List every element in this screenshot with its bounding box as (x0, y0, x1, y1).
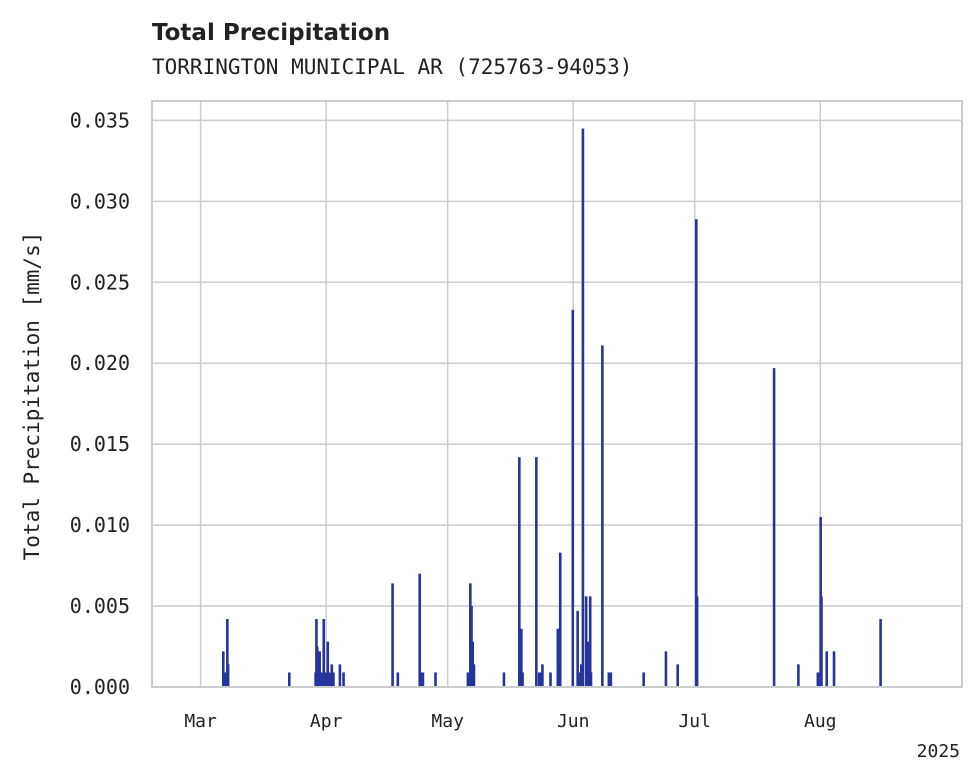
precipitation-bar (588, 596, 592, 687)
precipitation-bar (342, 672, 345, 687)
precipitation-bar (287, 672, 291, 687)
precipitation-bar (535, 457, 538, 687)
precipitation-bar (832, 651, 836, 687)
y-tick-label: 0.035 (70, 108, 130, 132)
precipitation-bar (571, 309, 575, 687)
chart-title: Total Precipitation (152, 20, 390, 46)
precipitation-bar (224, 672, 227, 687)
precipitation-bar (328, 672, 331, 687)
precipitation-bar (816, 672, 820, 687)
precipitation-bar (518, 457, 521, 687)
precipitation-bar (338, 664, 342, 687)
precipitation-bar (421, 672, 425, 687)
precipitation-bar (576, 610, 579, 687)
precipitation-bar (418, 573, 422, 687)
precipitation-bar (589, 672, 593, 687)
precipitation-bar (601, 345, 604, 687)
x-tick-label-mar: Mar (184, 711, 217, 732)
precipitation-bar (642, 672, 645, 687)
precipitation-bar (391, 583, 394, 687)
precipitation-bar (315, 646, 319, 687)
precipitation-bar (396, 672, 400, 687)
precipitation-bar (676, 664, 679, 687)
precipitation-bar (320, 672, 323, 687)
precipitation-bar (226, 619, 229, 687)
gridlines (152, 101, 962, 688)
y-axis-label: Total Precipitation [mm/s] (20, 232, 44, 561)
x-axis-ticks: Mar Apr May Jun Jul Aug (184, 711, 836, 732)
precipitation-bar (520, 628, 523, 687)
y-tick-label: 0.025 (70, 270, 130, 294)
precipitation-bar (695, 596, 699, 687)
precipitation-bar (577, 672, 581, 687)
precipitation-bar (549, 672, 552, 687)
precipitation-bar (580, 664, 583, 687)
y-tick-label: 0.005 (70, 594, 130, 618)
y-axis-ticks: 0.000 0.005 0.010 0.015 0.020 0.025 0.030 0.035 (70, 108, 130, 699)
year-label: 2025 (917, 741, 960, 762)
precipitation-bar (332, 672, 335, 687)
precipitation-bar (607, 672, 611, 687)
plot-frame (151, 100, 963, 688)
precipitation-bar (664, 651, 668, 687)
y-tick-label: 0.000 (70, 675, 130, 699)
precipitation-bar (584, 596, 588, 687)
precipitation-bar (558, 552, 562, 687)
precipitation-bar (324, 672, 328, 687)
precipitation-bar (472, 664, 476, 687)
precipitation-bar (825, 651, 829, 687)
bar-series (221, 128, 882, 687)
y-tick-label: 0.030 (70, 189, 130, 213)
precipitation-bar (556, 628, 560, 687)
x-tick-label-apr: Apr (310, 711, 343, 732)
precipitation-bar (820, 596, 823, 687)
x-tick-label-jun: Jun (557, 711, 590, 732)
precipitation-bar (330, 664, 334, 687)
precipitation-bar (221, 651, 225, 687)
precipitation-bar (541, 664, 544, 687)
precipitation-bar (772, 368, 776, 687)
precipitation-bar (879, 619, 882, 687)
precipitation-bar (695, 219, 698, 687)
x-tick-label-aug: Aug (804, 711, 837, 732)
x-tick-label-jul: Jul (678, 711, 711, 732)
precipitation-bar (797, 664, 800, 687)
precipitation-bar (318, 651, 321, 687)
precipitation-bar (326, 641, 330, 687)
y-tick-label: 0.010 (70, 513, 130, 537)
precipitation-bar (581, 128, 585, 687)
precipitation-bar (226, 664, 230, 687)
precipitation-bar (537, 672, 541, 687)
x-tick-label-may: May (431, 711, 464, 732)
precipitation-bar (521, 672, 524, 687)
precipitation-bar (587, 651, 590, 687)
precipitation-bar (502, 672, 506, 687)
precipitation-bar (434, 672, 437, 687)
chart-subtitle: TORRINGTON MUNICIPAL AR (725763-94053) (152, 55, 632, 79)
precipitation-bar (609, 672, 613, 687)
y-tick-label: 0.015 (70, 432, 130, 456)
precipitation-bar (322, 619, 326, 687)
y-tick-label: 0.020 (70, 351, 130, 375)
